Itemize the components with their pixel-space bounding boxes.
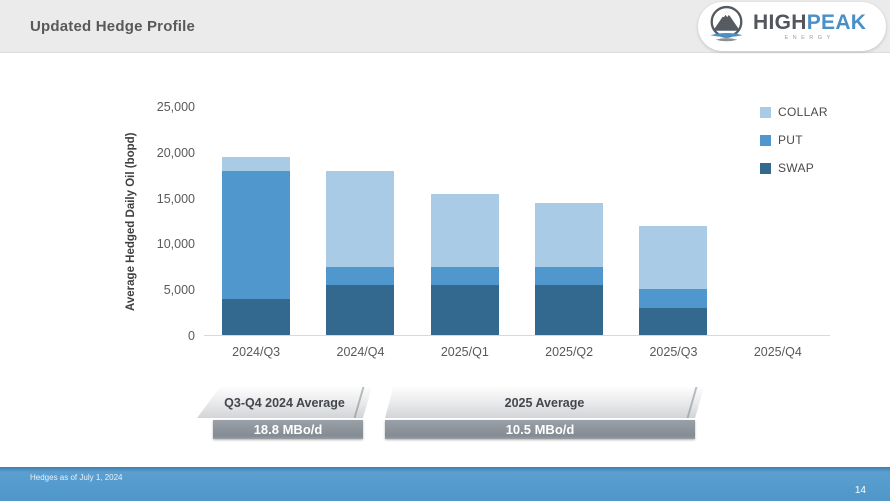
- x-axis-label: 2025/Q1: [440, 345, 489, 359]
- bar-segment-collar: [222, 157, 291, 171]
- legend-label: PUT: [778, 133, 803, 147]
- bar-stack-2025-q1: [413, 107, 517, 335]
- legend-item-put: PUT: [760, 133, 828, 147]
- y-tick-label: 0: [188, 329, 195, 343]
- bar-segment-collar: [535, 202, 604, 267]
- logo-subtitle: ENERGY: [784, 34, 835, 41]
- logo-word-high: HIGH: [753, 10, 807, 34]
- highpeak-logo: HIGHPEAK ENERGY: [698, 2, 886, 51]
- bar-stack-2025-q3: [621, 107, 725, 335]
- callout-label: 2025 Average: [385, 387, 704, 418]
- bar-segment-swap: [639, 307, 708, 335]
- banner-fold-line: [686, 387, 697, 418]
- banner-fold-line: [353, 387, 364, 418]
- legend-label: COLLAR: [778, 105, 828, 119]
- y-tick-label: 15,000: [156, 191, 195, 206]
- x-axis-label: 2024/Q3: [232, 345, 281, 359]
- plot-area: [204, 107, 830, 336]
- logo-text: HIGHPEAK ENERGY: [753, 10, 867, 41]
- x-axis-labels: 2024/Q3 2024/Q4 2025/Q1 2025/Q2 2025/Q3 2025/…: [204, 345, 830, 359]
- bar-stack-2025-q2: [517, 107, 621, 335]
- bar-segment-collar: [639, 225, 708, 290]
- bar-segment-collar: [326, 170, 395, 267]
- bar-segment-swap: [222, 298, 291, 335]
- bar-segment-put: [222, 170, 291, 299]
- y-tick-label: 20,000: [156, 145, 195, 160]
- legend-item-collar: COLLAR: [760, 105, 828, 119]
- x-axis-label: 2025/Q2: [545, 345, 594, 359]
- callout-2025-average: 2025 Average 10.5 MBo/d: [385, 387, 704, 439]
- x-axis-label: 2025/Q3: [649, 345, 698, 359]
- legend-swatch-collar: [760, 106, 771, 118]
- x-axis-label: 2024/Q4: [336, 345, 385, 359]
- callout-value: 10.5 MBo/d: [385, 420, 695, 439]
- logo-word-peak: PEAK: [806, 10, 867, 34]
- legend-item-swap: SWAP: [760, 161, 828, 175]
- footer: Hedges as of July 1, 2024 14: [0, 467, 890, 501]
- bar-stack-2024-q3: [204, 107, 308, 335]
- bar-segment-swap: [326, 284, 395, 335]
- bar-segment-collar: [430, 193, 499, 267]
- x-axis-label: 2025/Q4: [753, 345, 802, 359]
- bar-segment-put: [639, 289, 708, 308]
- legend-swatch-swap: [760, 162, 771, 174]
- legend-swatch-put: [760, 134, 771, 146]
- bar-segment-swap: [535, 284, 604, 335]
- highpeak-mountain-icon: [705, 3, 748, 51]
- bar-segment-put: [535, 266, 604, 285]
- y-tick-label: 10,000: [156, 237, 195, 252]
- legend-label: SWAP: [778, 161, 815, 175]
- y-tick-label: 25,000: [156, 100, 195, 114]
- bar-segment-put: [430, 266, 499, 285]
- page-title: Updated Hedge Profile: [30, 18, 196, 35]
- y-tick-label: 5,000: [163, 283, 195, 298]
- bar-segment-swap: [430, 284, 499, 335]
- y-axis-ticks: 0 5,000 10,000 15,000 20,000 25,000: [138, 100, 195, 343]
- callout-value: 18.8 MBo/d: [213, 420, 363, 439]
- callout-label: Q3-Q4 2024 Average: [197, 387, 372, 418]
- page-number: 14: [854, 485, 866, 496]
- header: Updated Hedge Profile HIGHPEAK ENERGY: [0, 0, 890, 53]
- footer-note: Hedges as of July 1, 2024: [30, 473, 123, 482]
- bar-segment-put: [326, 266, 395, 285]
- bar-stack-2024-q4: [308, 107, 412, 335]
- callout-2024-average: Q3-Q4 2024 Average 18.8 MBo/d: [197, 387, 372, 439]
- legend: COLLAR PUT SWAP: [760, 105, 828, 175]
